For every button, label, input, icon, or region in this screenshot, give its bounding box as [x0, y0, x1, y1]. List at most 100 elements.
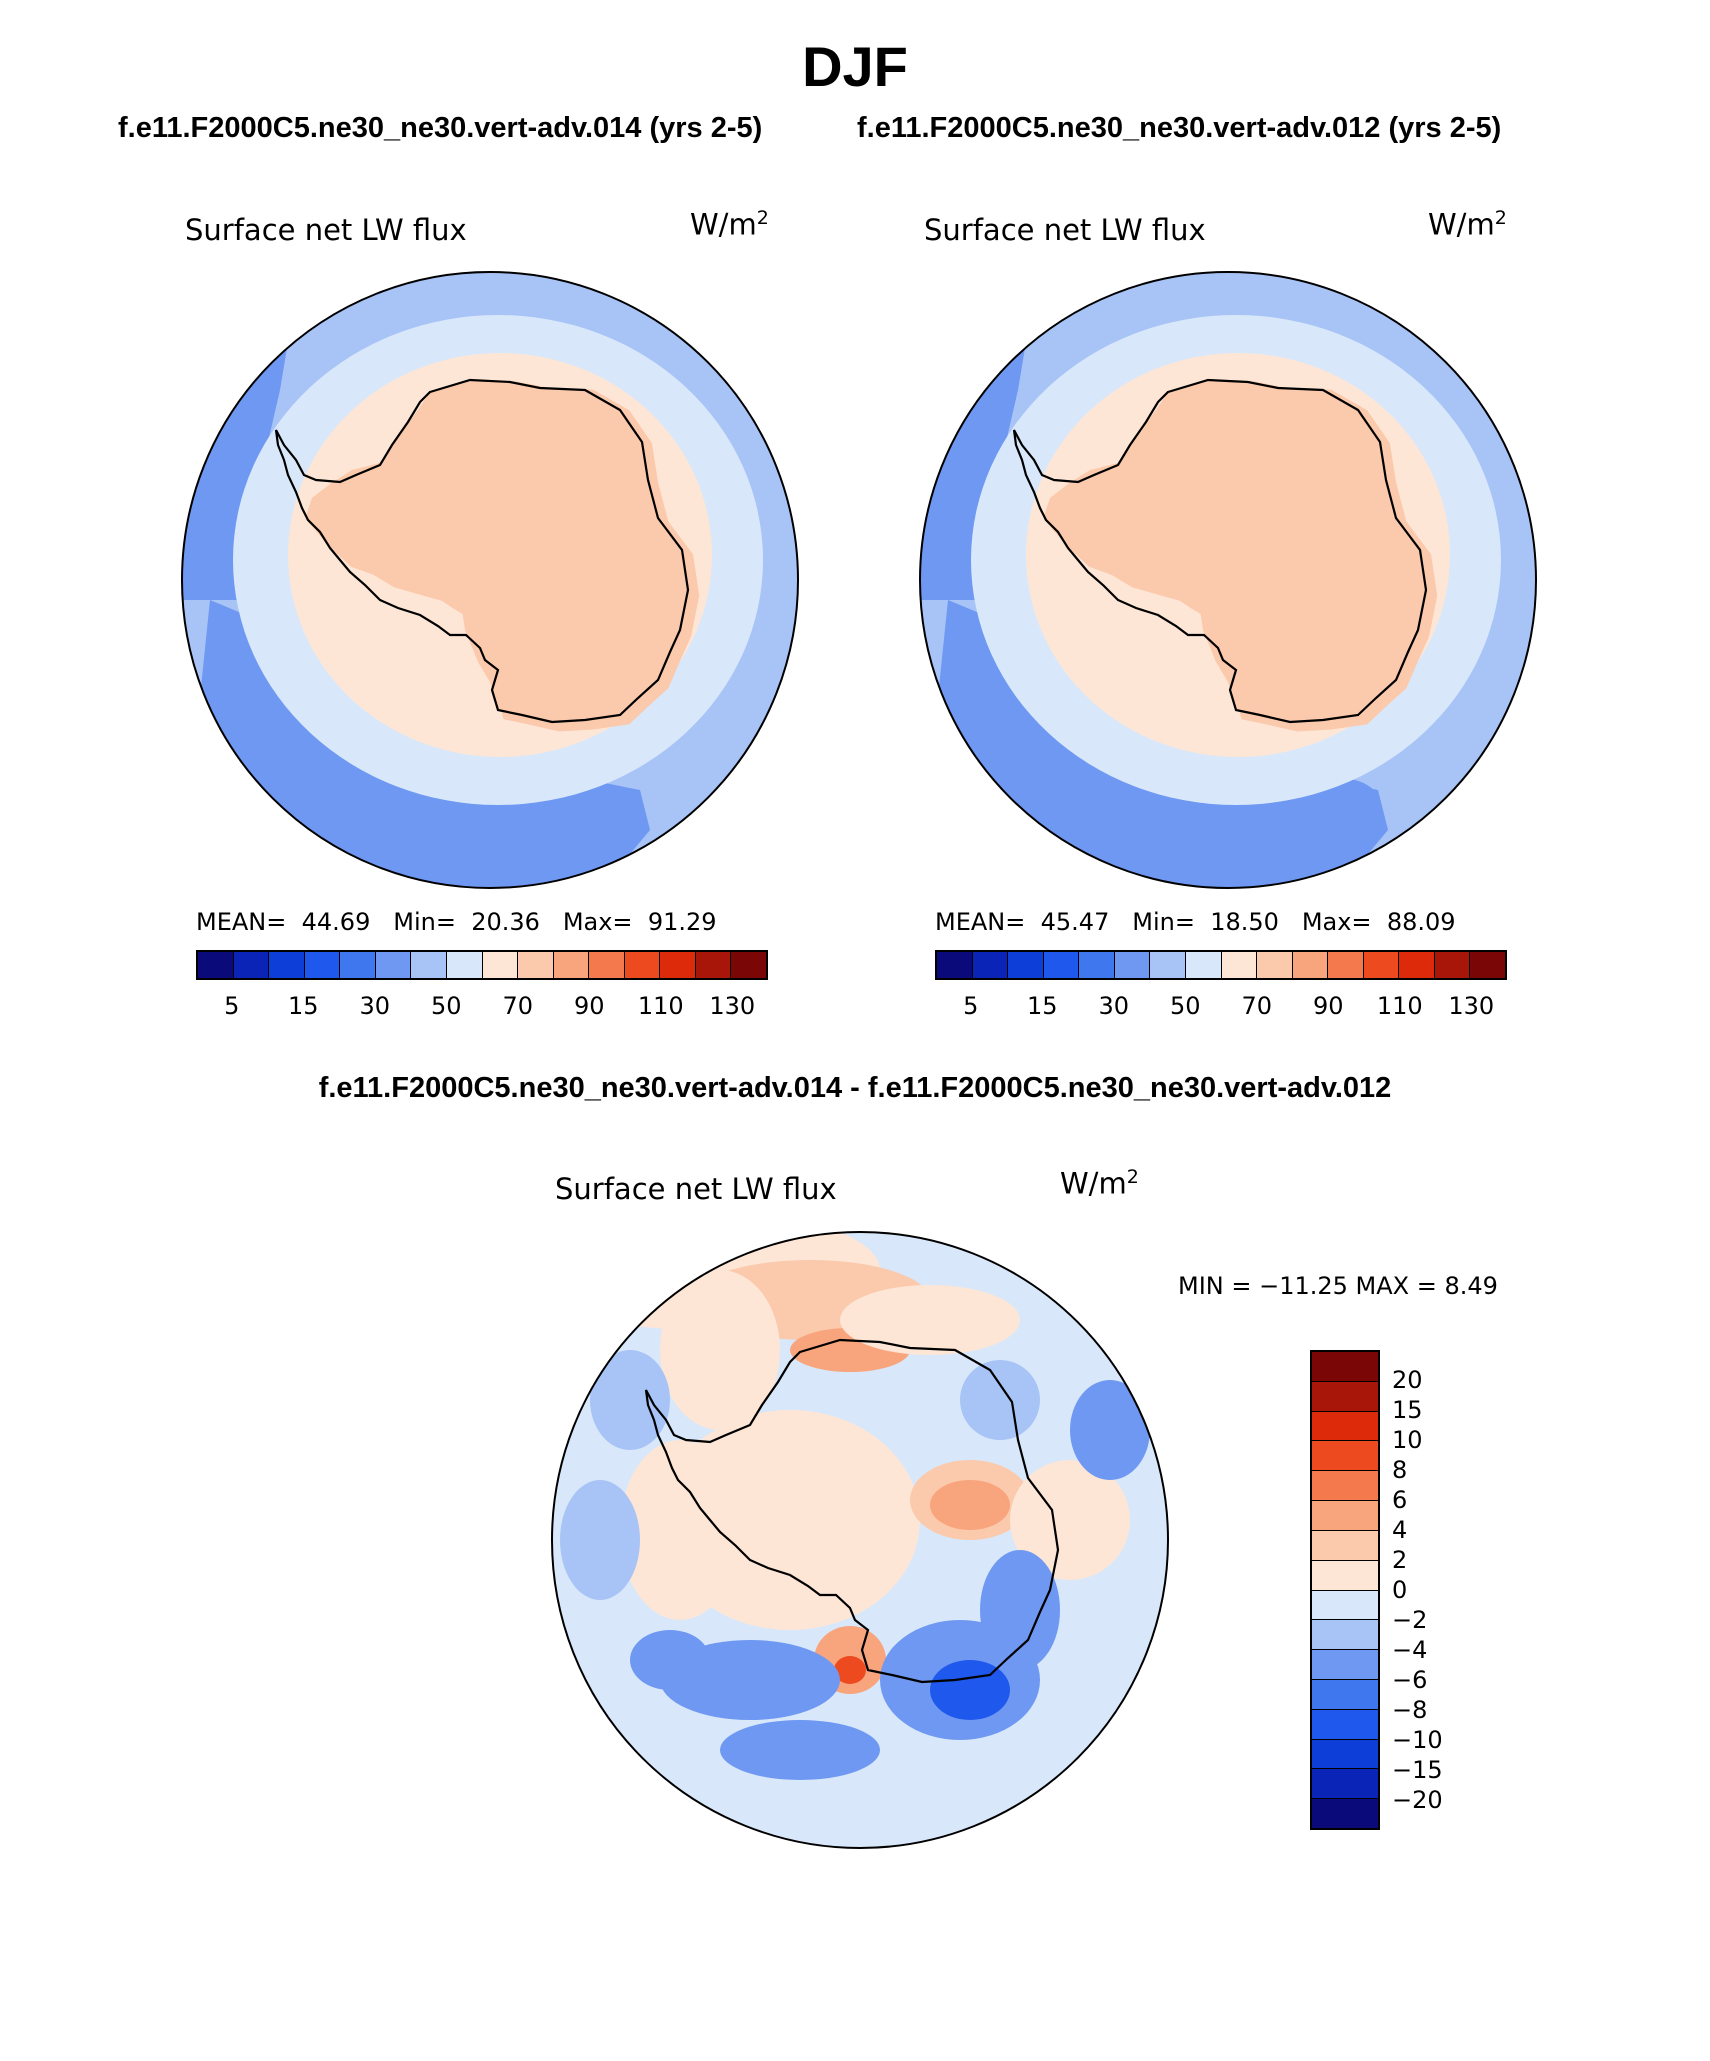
panel1-stats: MEAN= 44.69 Min= 20.36 Max= 91.29: [196, 908, 717, 936]
panel1-map: [181, 271, 799, 889]
colorbar-swatch: [624, 952, 661, 978]
field-anomaly-patch: [930, 1480, 1010, 1530]
colorbar-tick-label: 30: [1098, 992, 1130, 1020]
colorbar-tick-label: 2: [1392, 1546, 1408, 1574]
field-continent: [306, 380, 688, 722]
colorbar-swatch: [1312, 1650, 1378, 1680]
panel3-title: Surface net LW flux: [555, 1172, 837, 1206]
colorbar-tick-label: 6: [1392, 1486, 1408, 1514]
colorbar-swatch: [1312, 1679, 1378, 1710]
panel3-stats: MIN = −11.25 MAX = 8.49: [1178, 1272, 1498, 1300]
colorbar-tick-label: 0: [1392, 1576, 1408, 1604]
colorbar-tick-label: 70: [502, 992, 534, 1020]
colorbar-tick-label: 15: [1026, 992, 1058, 1020]
colorbar-swatch: [1312, 1799, 1378, 1828]
colorbar-swatch: [1470, 952, 1505, 978]
colorbar-tick-label: 130: [709, 992, 756, 1020]
colorbar-tick-label: 50: [1169, 992, 1201, 1020]
colorbar-tick-label: 5: [224, 992, 240, 1020]
panel3-units: W/m2: [1060, 1166, 1139, 1201]
colorbar-tick-label: −10: [1392, 1726, 1443, 1754]
colorbar-tick-label: −15: [1392, 1756, 1443, 1784]
colorbar-swatch: [1312, 1352, 1378, 1382]
colorbar-swatch: [1312, 1381, 1378, 1412]
colorbar-swatch: [1399, 952, 1435, 978]
colorbar-swatch: [1312, 1471, 1378, 1502]
field-anomaly-patch: [834, 1656, 866, 1684]
field-anomaly-patch: [930, 1660, 1010, 1720]
field-anomaly-patch: [1070, 1380, 1150, 1480]
colorbar-tick-label: 90: [573, 992, 605, 1020]
colorbar-swatch: [518, 952, 554, 978]
coastline: [1012, 378, 1428, 724]
map-border: [551, 1231, 1169, 1849]
colorbar-swatch: [972, 952, 1009, 978]
page-title: DJF: [802, 35, 908, 98]
colorbar-swatch: [1312, 1560, 1378, 1591]
colorbar-swatch: [589, 952, 625, 978]
panel2-stats: MEAN= 45.47 Min= 18.50 Max= 88.09: [935, 908, 1456, 936]
colorbar-tick-label: 30: [359, 992, 391, 1020]
colorbar-swatch: [1257, 952, 1293, 978]
field-anomaly-patch: [660, 1270, 780, 1430]
colorbar-tick-label: 15: [1392, 1396, 1423, 1424]
colorbar-tick-label: 130: [1448, 992, 1495, 1020]
colorbar-swatch: [269, 952, 305, 978]
colorbar-swatch: [1328, 952, 1364, 978]
colorbar-swatch: [1185, 952, 1222, 978]
field-anomaly-patch: [620, 1440, 740, 1620]
colorbar-swatch: [695, 952, 732, 978]
colorbar-swatch: [1312, 1501, 1378, 1531]
colorbar-swatch: [1312, 1441, 1378, 1472]
colorbar-swatch: [233, 952, 270, 978]
field-anomaly-patch: [560, 1480, 640, 1600]
panel2-colorbar: [935, 950, 1507, 980]
panel2-title: Surface net LW flux: [924, 213, 1206, 247]
case-title-left: f.e11.F2000C5.ne30_ne30.vert-adv.014 (yr…: [118, 112, 763, 144]
field-anomaly-patch: [1010, 1460, 1130, 1580]
colorbar-tick-label: 110: [637, 992, 684, 1020]
colorbar-tick-label: 110: [1376, 992, 1423, 1020]
colorbar-tick-label: 70: [1241, 992, 1273, 1020]
field-anomaly-patch: [630, 1630, 710, 1690]
colorbar-tick-label: 15: [287, 992, 319, 1020]
colorbar-tick-label: −20: [1392, 1786, 1443, 1814]
colorbar-swatch: [731, 952, 766, 978]
panel2-map: [919, 271, 1537, 889]
colorbar-swatch: [304, 952, 341, 978]
panel3-map: [551, 1231, 1169, 1849]
colorbar-tick-label: −4: [1392, 1636, 1428, 1664]
colorbar-swatch: [1008, 952, 1044, 978]
colorbar-tick-label: 5: [963, 992, 979, 1020]
colorbar-tick-label: −6: [1392, 1666, 1428, 1694]
colorbar-swatch: [553, 952, 590, 978]
colorbar-tick-label: −2: [1392, 1606, 1428, 1634]
colorbar-swatch: [1079, 952, 1115, 978]
colorbar-swatch: [1312, 1530, 1378, 1561]
colorbar-swatch: [1150, 952, 1186, 978]
field-continent: [1044, 380, 1426, 722]
colorbar-swatch: [1043, 952, 1080, 978]
colorbar-swatch: [937, 952, 973, 978]
colorbar-tick-label: 4: [1392, 1516, 1408, 1544]
field-anomaly-patch: [840, 1285, 1020, 1355]
map-border: [181, 271, 799, 889]
coastline: [274, 378, 690, 724]
field-anomaly-patch: [980, 1550, 1060, 1670]
colorbar-swatch: [1312, 1709, 1378, 1740]
panel3-colorbar: [1310, 1350, 1380, 1830]
colorbar-tick-label: 50: [430, 992, 462, 1020]
colorbar-tick-label: 10: [1392, 1426, 1423, 1454]
colorbar-swatch: [1434, 952, 1471, 978]
field-anomaly-patch: [960, 1360, 1040, 1440]
panel1-units: W/m2: [690, 207, 769, 242]
map-field: [182, 272, 798, 888]
colorbar-tick-label: 20: [1392, 1366, 1423, 1394]
colorbar-tick-label: 90: [1312, 992, 1344, 1020]
colorbar-swatch: [1292, 952, 1329, 978]
panel1-title: Surface net LW flux: [185, 213, 467, 247]
diff-title: f.e11.F2000C5.ne30_ne30.vert-adv.014 - f…: [318, 1072, 1392, 1104]
colorbar-swatch: [1312, 1411, 1378, 1442]
panel1-colorbar: [196, 950, 768, 980]
colorbar-swatch: [411, 952, 447, 978]
